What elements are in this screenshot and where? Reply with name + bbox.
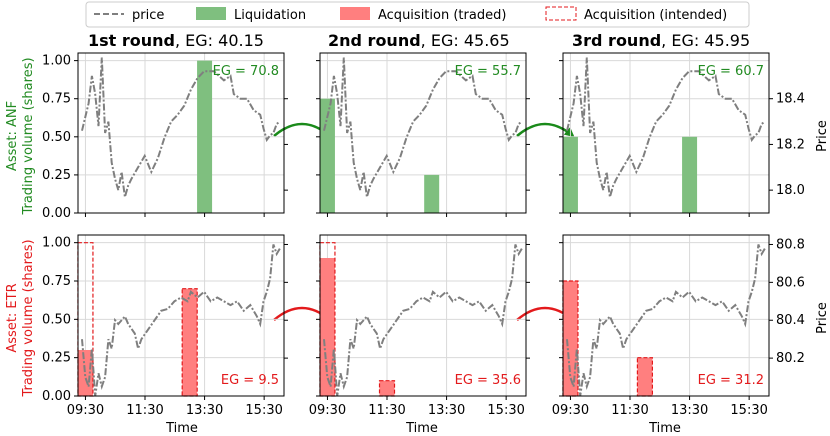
eg-annotation: EG = 55.7 (455, 64, 521, 79)
y-tick-label: 0.75 (42, 274, 71, 289)
liquidation-bar (424, 174, 440, 213)
price-line (566, 244, 766, 397)
panel-etr-round-1: 09:30 11:30 13:30 15:30 0.00 0.25 0.50 0.75 1.00… (42, 234, 288, 418)
acquisition-traded-bar (182, 288, 198, 396)
x-tick-label: 09:30 (309, 403, 346, 418)
x-tick-label: 13:30 (671, 403, 708, 418)
eg-annotation: EG = 60.7 (698, 64, 764, 79)
legend: price Liquidation Acquisition (traded) A… (85, 1, 750, 28)
x-tick-label: 09:30 (67, 403, 104, 418)
x-tick-label: 11:30 (126, 403, 163, 418)
x-axis-label: Time (165, 421, 198, 436)
panel-etr-round-3: 09:30 11:30 13:30 15:30 80.2 80.4 80.6 80.8 EG =… (552, 234, 805, 418)
eg-annotation: EG = 70.8 (213, 64, 279, 79)
price-line (81, 57, 281, 198)
row-label-etr: Asset: ETR Trading volume (shares) (5, 239, 36, 397)
eg-annotation: EG = 31.2 (698, 373, 764, 388)
legend-acq-traded-swatch (340, 7, 370, 20)
axes-frame (77, 234, 285, 397)
price-line (323, 57, 523, 198)
price-line (81, 244, 281, 397)
panel-anf-round-2: EG = 55.7 (316, 52, 530, 217)
acquisition-traded-bar (319, 258, 335, 396)
x-tick-label: 09:30 (552, 403, 589, 418)
legend-liquidation-swatch (196, 7, 226, 20)
y-tick-label: 1.00 (42, 236, 71, 251)
eg-value: 40.15 (218, 31, 264, 50)
axes-frame (562, 52, 770, 214)
eg-annotation: EG = 9.5 (221, 373, 279, 388)
y-tick-label: 1.00 (42, 54, 71, 69)
axes-frame (319, 52, 527, 214)
y-tick-label: 0.50 (42, 130, 71, 145)
x-tick-label: 11:30 (368, 403, 405, 418)
right-y-tick-label: 18.2 (776, 137, 805, 152)
x-tick-label: 15:30 (245, 403, 282, 418)
x-axis-label: Time (405, 421, 438, 436)
y-tick-label: 0.00 (42, 389, 71, 404)
panels: 0.00 0.25 0.50 0.75 1.00 EG = 70.8 EG = 55.7 18… (42, 52, 805, 418)
y-tick-label: 0.75 (42, 92, 71, 107)
y-tick-label: 0.25 (42, 351, 71, 366)
x-axis-label: Time (648, 421, 681, 436)
acquisition-traded-bar (637, 357, 653, 396)
column-title-3: 3rd round, EG: 45.95 (572, 31, 750, 50)
legend-acq-intended-swatch (545, 6, 577, 21)
column-title-1: 1st round, EG: 40.15 (88, 31, 264, 50)
row-volume-label: Trading volume (shares) (21, 57, 36, 215)
right-y-tick-label: 80.6 (776, 275, 805, 290)
row-label-anf: Asset: ANF Trading volume (shares) (5, 57, 36, 215)
round-label: 3rd round (572, 31, 661, 50)
legend-acq-traded-label: Acquisition (traded) (378, 8, 506, 23)
legend-liquidation-label: Liquidation (234, 8, 306, 23)
y-tick-label: 0.00 (42, 206, 71, 221)
x-tick-label: 13:30 (428, 403, 465, 418)
panel-anf-round-1: 0.00 0.25 0.50 0.75 1.00 EG = 70.8 (42, 52, 288, 221)
round-arrow-anf-2 (516, 122, 575, 138)
x-tick-label: 11:30 (611, 403, 648, 418)
eg-value: 45.95 (704, 31, 750, 50)
axes-frame (562, 234, 770, 397)
row-asset-label: Asset: ETR (5, 283, 20, 352)
right-y-tick-label: 80.2 (776, 351, 805, 366)
panel-anf-round-3: 18.0 18.2 18.4 EG = 60.7 (559, 52, 805, 217)
panel-etr-round-2: 09:30 11:30 13:30 15:30 EG = 35.6 (309, 234, 530, 418)
right-y-tick-label: 18.0 (776, 183, 805, 198)
price-axis-label-bottom: Price (815, 302, 830, 334)
price-line (566, 57, 766, 198)
x-tick-label: 13:30 (186, 403, 223, 418)
acquisition-intended-bar (562, 280, 579, 397)
y-tick-label: 0.25 (42, 168, 71, 183)
liquidation-bar (562, 136, 578, 213)
row-asset-label: Asset: ANF (5, 101, 20, 171)
axes-frame (319, 234, 527, 397)
acquisition-traded-bar (562, 281, 578, 396)
x-tick-label: 15:30 (730, 403, 767, 418)
price-axis-label-top: Price (815, 120, 830, 152)
column-title-2: 2nd round, EG: 45.65 (328, 31, 510, 50)
acquisition-traded-bar (77, 350, 93, 396)
legend-acq-intended-label: Acquisition (intended) (584, 8, 727, 23)
liquidation-bar (682, 136, 698, 213)
row-volume-label: Trading volume (shares) (21, 239, 36, 397)
round-label: 2nd round (328, 31, 421, 50)
eg-value: 45.65 (464, 31, 510, 50)
axes-frame (77, 52, 285, 214)
price-line (323, 244, 523, 397)
y-tick-label: 0.50 (42, 312, 71, 327)
right-y-tick-label: 80.8 (776, 237, 805, 252)
liquidation-bar (319, 98, 335, 213)
right-y-tick-label: 80.4 (776, 313, 805, 328)
round-label: 1st round (88, 31, 175, 50)
liquidation-bar (197, 60, 213, 213)
acquisition-traded-bar (379, 380, 395, 396)
legend-price-label: price (132, 8, 164, 23)
x-tick-label: 15:30 (487, 403, 524, 418)
right-y-tick-label: 18.4 (776, 92, 805, 107)
eg-annotation: EG = 35.6 (455, 373, 521, 388)
legend-frame (85, 1, 750, 28)
